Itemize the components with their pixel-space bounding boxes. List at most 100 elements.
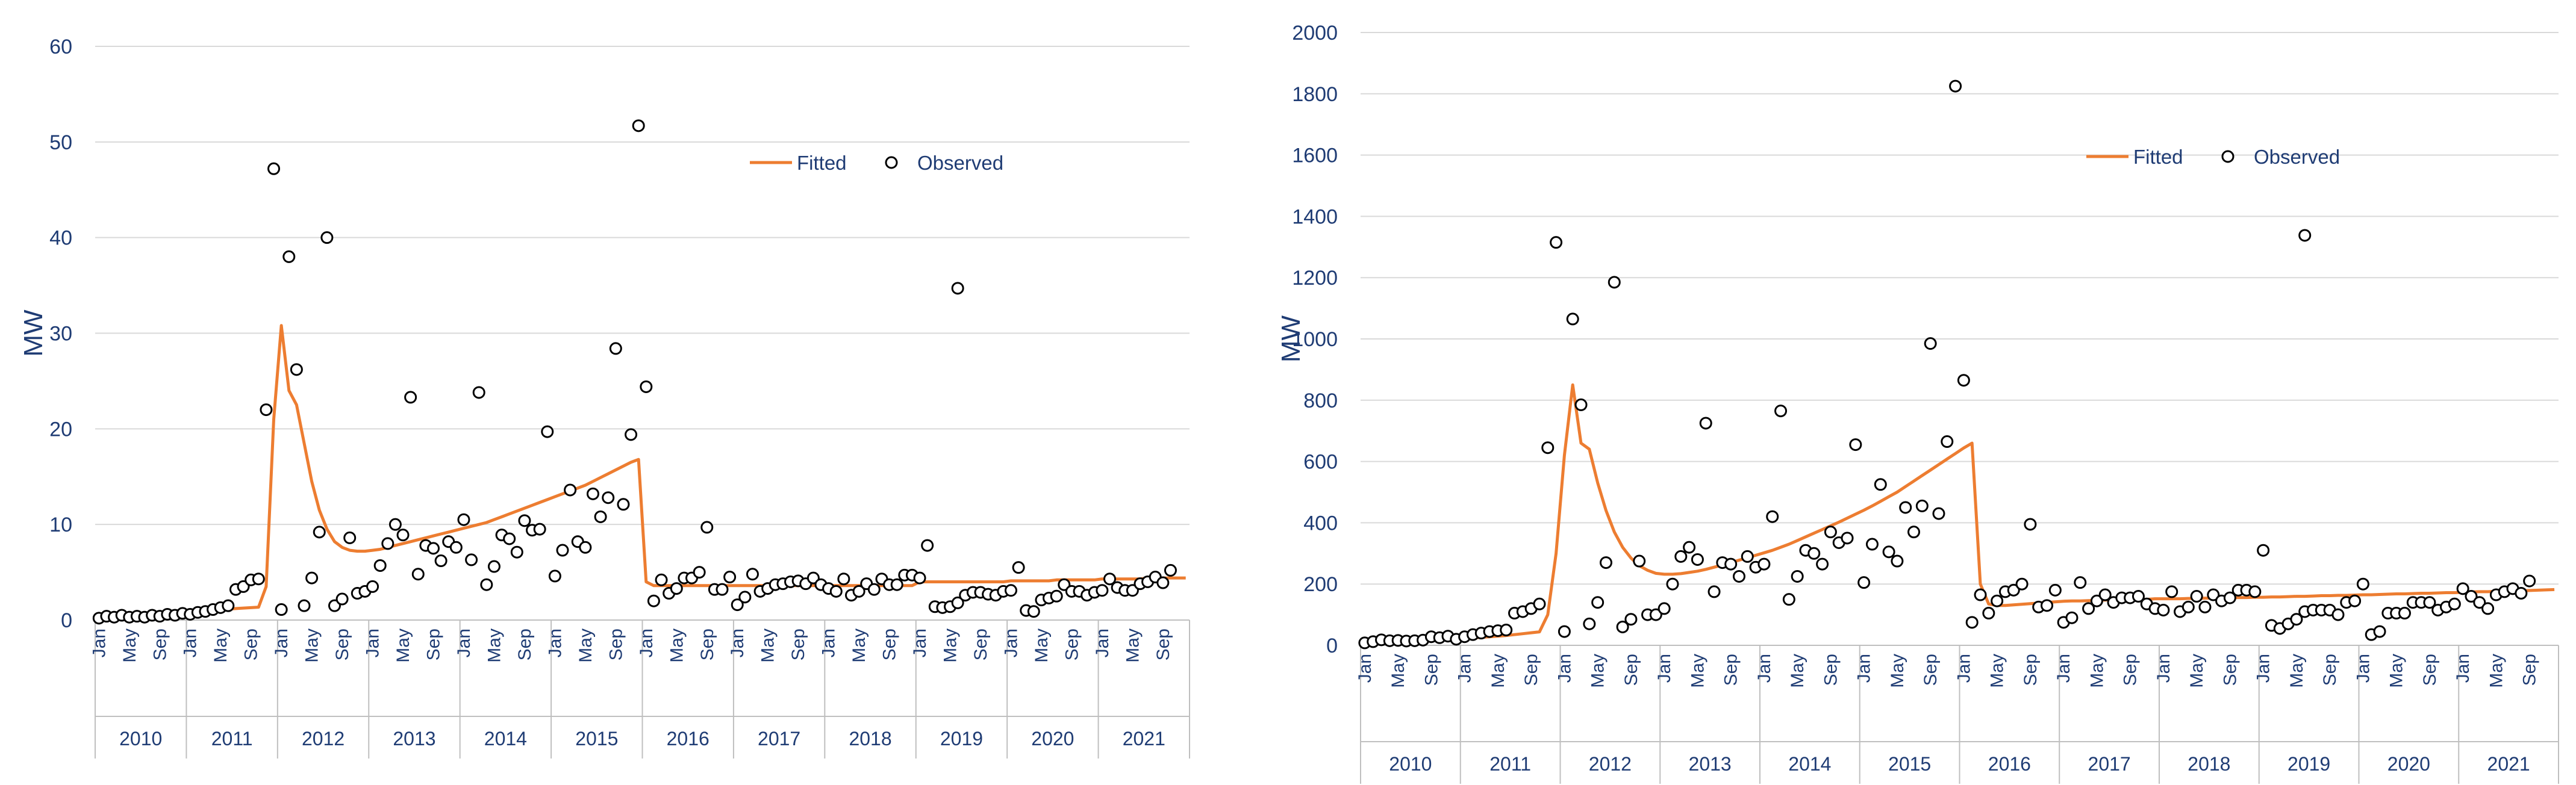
observed-point [617, 498, 630, 511]
observed-point [1841, 532, 1854, 545]
x-tick-label: May [2187, 654, 2207, 688]
observed-point [1824, 526, 1837, 539]
x-tick-label: Jan [545, 628, 565, 657]
x-tick-label: Sep [1621, 654, 1641, 686]
x-tick-label: Jan [1854, 654, 1874, 683]
observed-point [1707, 585, 1721, 598]
observed-point [852, 585, 865, 598]
observed-point [2198, 600, 2212, 613]
observed-point [2207, 588, 2220, 601]
observed-point [480, 578, 493, 591]
observed-point [579, 541, 592, 554]
observed-point [2048, 583, 2062, 597]
observed-point [1949, 79, 1962, 93]
observed-point [1633, 554, 1646, 568]
y-tick-label: 0 [1326, 635, 1338, 657]
y-tick-label: 1400 [1292, 205, 1338, 228]
observed-point [1974, 588, 1987, 601]
x-tick-label: Sep [971, 628, 991, 660]
observed-point [1766, 510, 1779, 523]
x-tick-label: Sep [2021, 654, 2041, 686]
x-tick-label: May [1032, 628, 1052, 663]
year-label: 2014 [484, 728, 527, 749]
year-label: 2012 [1589, 753, 1632, 775]
observed-point [381, 537, 395, 550]
observed-point [1583, 617, 1596, 630]
observed-point [2007, 583, 2020, 597]
year-label: 2013 [1689, 753, 1732, 775]
observed-point [890, 578, 903, 591]
observed-point [282, 250, 296, 263]
observed-point [2065, 611, 2079, 624]
observed-point [373, 559, 387, 572]
y-axis-label: MW [19, 309, 48, 357]
observed-point [1757, 557, 1771, 571]
x-tick-label: May [849, 628, 869, 663]
observed-point [1882, 545, 1895, 559]
observed-point [1899, 501, 1912, 514]
x-tick-label: May [2087, 654, 2107, 688]
x-tick-label: May [211, 628, 231, 663]
x-tick-label: Sep [788, 628, 808, 660]
observed-point [625, 428, 638, 441]
observed-point [2331, 608, 2345, 621]
observed-point [731, 598, 744, 612]
observed-point [1027, 605, 1040, 618]
observed-point [275, 603, 288, 616]
observed-point [222, 599, 235, 612]
x-tick-label: May [2387, 654, 2407, 688]
observed-point [2223, 591, 2236, 604]
x-tick-label: Jan [2353, 654, 2373, 683]
observed-point [1941, 435, 1954, 448]
year-label: 2012 [302, 728, 345, 749]
x-tick-label: Sep [332, 628, 352, 660]
x-tick-label: May [1788, 654, 1807, 688]
year-label: 2011 [211, 728, 253, 749]
x-tick-label: May [1888, 654, 1907, 688]
x-tick-label: May [1123, 628, 1143, 663]
year-label: 2021 [2487, 753, 2530, 775]
year-label: 2020 [1031, 728, 1074, 749]
legend-fitted-label: Fitted [797, 152, 847, 174]
legend-observed-label: Observed [2254, 146, 2340, 168]
x-tick-label: Jan [637, 628, 656, 657]
observed-point [829, 585, 843, 598]
observed-point [609, 342, 622, 355]
observed-point [1932, 507, 1945, 520]
observed-point [1096, 584, 1109, 597]
observed-point [1957, 374, 1970, 387]
x-tick-label: Jan [454, 628, 474, 657]
y-tick-label: 10 [49, 514, 72, 536]
observed-point [541, 425, 554, 438]
x-tick-label: Sep [2220, 654, 2240, 686]
y-tick-label: 60 [49, 36, 72, 58]
observed-point [2041, 599, 2054, 612]
observed-point [2132, 590, 2145, 603]
observed-point [2181, 600, 2195, 613]
observed-point [313, 526, 326, 539]
observed-point [1566, 312, 1579, 326]
year-label: 2014 [1788, 753, 1831, 775]
observed-point [472, 386, 485, 399]
observed-point [1774, 405, 1788, 418]
x-tick-label: Sep [2520, 654, 2540, 686]
observed-point [1658, 602, 1671, 615]
right-chart: 0 200 400 600 800 1000 1200 1400 1600 1800 2000 MW J… [1276, 22, 2559, 784]
x-tick-label: Sep [2121, 654, 2141, 686]
x-tick-label: Jan [2254, 654, 2274, 683]
right-chart-panel: 0 200 400 600 800 1000 1200 1400 1600 1800 2000 MW J… [1265, 0, 2576, 785]
observed-point [366, 580, 379, 593]
year-label: 2017 [758, 728, 800, 749]
observed-point [503, 532, 516, 545]
observed-point [1616, 620, 1629, 633]
x-tick-label: Jan [1555, 654, 1574, 683]
observed-point [746, 568, 759, 581]
observed-point [404, 391, 417, 404]
x-tick-label: May [393, 628, 413, 663]
observed-point [693, 566, 706, 579]
legend-observed-swatch [2221, 150, 2235, 163]
y-tick-label: 40 [49, 227, 72, 250]
x-tick-label: Sep [1921, 654, 1941, 686]
x-tick-label: Jan [272, 628, 292, 657]
observed-point [1624, 613, 1638, 626]
